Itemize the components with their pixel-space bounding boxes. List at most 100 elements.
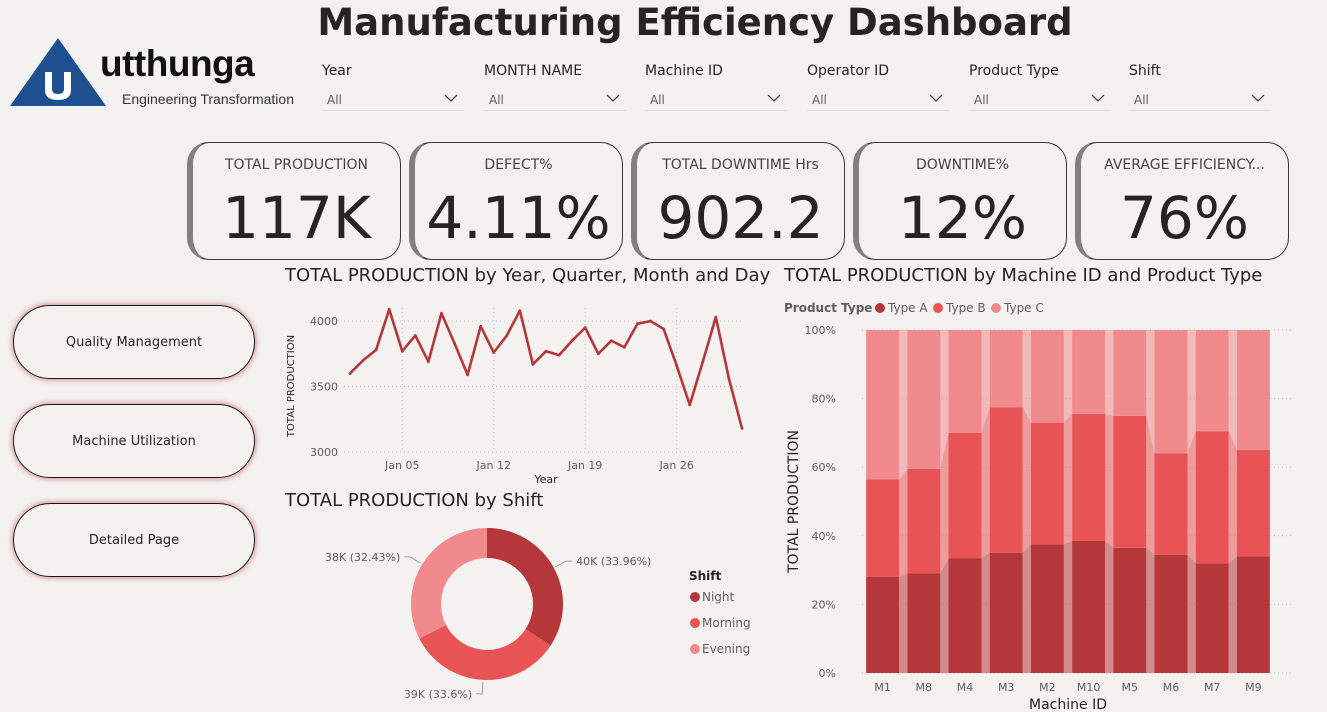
donut-chart-title: TOTAL PRODUCTION by Shift xyxy=(285,490,544,511)
bar-segment[interactable] xyxy=(866,330,900,480)
line-point xyxy=(505,334,509,337)
kpi-card-downtime-percent: DOWNTIME% 12% xyxy=(853,142,1067,260)
bar-segment[interactable] xyxy=(1113,415,1147,548)
legend-item[interactable]: Night xyxy=(702,590,735,604)
slicer-dropdown[interactable]: All xyxy=(1129,87,1271,111)
ribbon xyxy=(1187,431,1196,564)
slicer-value: All xyxy=(1134,93,1149,107)
kpi-label: DEFECT% xyxy=(484,157,553,173)
kpi-value: 12% xyxy=(898,184,1027,252)
ribbon xyxy=(1105,330,1114,416)
donut-slice-morning[interactable] xyxy=(419,624,551,680)
bar-segment[interactable] xyxy=(907,468,941,574)
bar-segment[interactable] xyxy=(1154,453,1188,555)
x-tick-label: Jan 26 xyxy=(658,459,693,472)
bar-segment[interactable] xyxy=(1236,556,1270,673)
donut-slice-night[interactable] xyxy=(487,528,563,646)
ribbon xyxy=(981,552,990,673)
y-tick-label: 40% xyxy=(812,530,836,543)
bar-segment[interactable] xyxy=(1072,414,1106,541)
legend-item[interactable]: Type B xyxy=(945,301,986,315)
bar-segment[interactable] xyxy=(1030,422,1064,545)
legend-item[interactable]: Type C xyxy=(1003,301,1044,315)
bar-segment[interactable] xyxy=(907,330,941,469)
bar-segment[interactable] xyxy=(1236,450,1270,557)
y-tick-label: 3000 xyxy=(310,446,338,459)
y-tick-label: 80% xyxy=(812,393,836,406)
logo-mark-icon xyxy=(10,38,106,106)
bar-segment[interactable] xyxy=(1030,544,1064,673)
slicer-value: All xyxy=(489,93,504,107)
bar-segment[interactable] xyxy=(866,576,900,673)
bar-segment[interactable] xyxy=(989,330,1023,408)
line-point xyxy=(609,339,613,343)
line-chart: 3000 3500 4000 Jan 05 Jan 12 Jan 19 Jan 26 Year… xyxy=(286,307,744,486)
ribbon xyxy=(1146,415,1155,555)
leader-line xyxy=(555,560,573,568)
legend-item[interactable]: Morning xyxy=(702,616,751,630)
legend-marker xyxy=(933,303,943,313)
bar-segment[interactable] xyxy=(1195,563,1229,673)
bar-segment[interactable] xyxy=(1030,330,1064,423)
donut-slice-evening[interactable] xyxy=(411,528,487,639)
bar-segment[interactable] xyxy=(1154,554,1188,673)
x-axis-title: Machine ID xyxy=(1029,697,1107,712)
data-label: 40K (33.96%) xyxy=(576,555,651,568)
slicer-dropdown[interactable]: All xyxy=(969,87,1111,111)
bar-segment[interactable] xyxy=(907,573,941,673)
line-point xyxy=(361,358,365,362)
company-logo: utthunga Engineering Transformation xyxy=(10,36,300,112)
x-tick-label: Jan 05 xyxy=(384,459,419,472)
kpi-card-total-production: TOTAL PRODUCTION 117K xyxy=(187,142,401,260)
bar-segment[interactable] xyxy=(948,330,982,433)
ribbon xyxy=(1105,414,1114,548)
chevron-down-icon xyxy=(1251,94,1265,102)
x-tick-label: M3 xyxy=(998,681,1015,694)
kpi-label: TOTAL DOWNTIME Hrs xyxy=(662,157,819,173)
legend-item[interactable]: Type A xyxy=(887,301,928,315)
detailed-page-button[interactable]: Detailed Page xyxy=(13,503,255,577)
ribbon xyxy=(1146,547,1155,673)
bar-segment[interactable] xyxy=(1236,330,1270,451)
bar-segment[interactable] xyxy=(1195,330,1229,432)
x-tick-label: M8 xyxy=(916,681,933,694)
bar-segment[interactable] xyxy=(866,479,900,577)
line-point xyxy=(544,349,548,353)
slicer-dropdown[interactable]: All xyxy=(484,87,626,111)
line-point xyxy=(427,360,430,364)
ribbon xyxy=(1022,407,1031,553)
y-tick-label: 0% xyxy=(819,667,836,680)
kpi-value: 4.11% xyxy=(426,184,611,252)
legend-item[interactable]: Evening xyxy=(702,642,750,656)
line-point xyxy=(583,326,587,330)
line-point xyxy=(387,307,391,311)
slicer-dropdown[interactable]: All xyxy=(807,87,949,111)
legend-title: Product Type xyxy=(784,301,872,315)
kpi-label: AVERAGE EFFICIENCY... xyxy=(1104,157,1265,173)
bar-segment[interactable] xyxy=(1072,330,1106,415)
bar-segment[interactable] xyxy=(1154,330,1188,454)
bar-segment[interactable] xyxy=(1072,540,1106,673)
bar-segment[interactable] xyxy=(948,558,982,673)
slicer-product-type: Product Type All xyxy=(969,60,1111,111)
slicer-dropdown[interactable]: All xyxy=(322,87,464,111)
kpi-label: TOTAL PRODUCTION xyxy=(224,157,369,173)
bar-segment[interactable] xyxy=(989,407,1023,553)
machine-utilization-button[interactable]: Machine Utilization xyxy=(13,404,255,478)
donut-chart: 40K (33.96%) 39K (33.6%) 38K (32.43%) Shift… xyxy=(325,528,751,701)
line-chart-title: TOTAL PRODUCTION by Year, Quarter, Month… xyxy=(285,265,771,286)
bar-segment[interactable] xyxy=(989,552,1023,673)
bar-segment[interactable] xyxy=(1195,431,1229,564)
slicer-dropdown[interactable]: All xyxy=(645,87,787,111)
line-point xyxy=(492,351,496,354)
x-tick-label: M4 xyxy=(957,681,974,694)
line-point xyxy=(518,309,522,313)
bar-segment[interactable] xyxy=(1113,330,1147,416)
quality-management-button[interactable]: Quality Management xyxy=(13,305,255,379)
bar-segment[interactable] xyxy=(1113,547,1147,673)
slicer-shift: Shift All xyxy=(1129,60,1271,111)
kpi-value: 117K xyxy=(222,184,371,252)
y-tick-label: 100% xyxy=(805,324,836,337)
x-axis-title: Year xyxy=(533,473,558,486)
bar-segment[interactable] xyxy=(948,432,982,559)
